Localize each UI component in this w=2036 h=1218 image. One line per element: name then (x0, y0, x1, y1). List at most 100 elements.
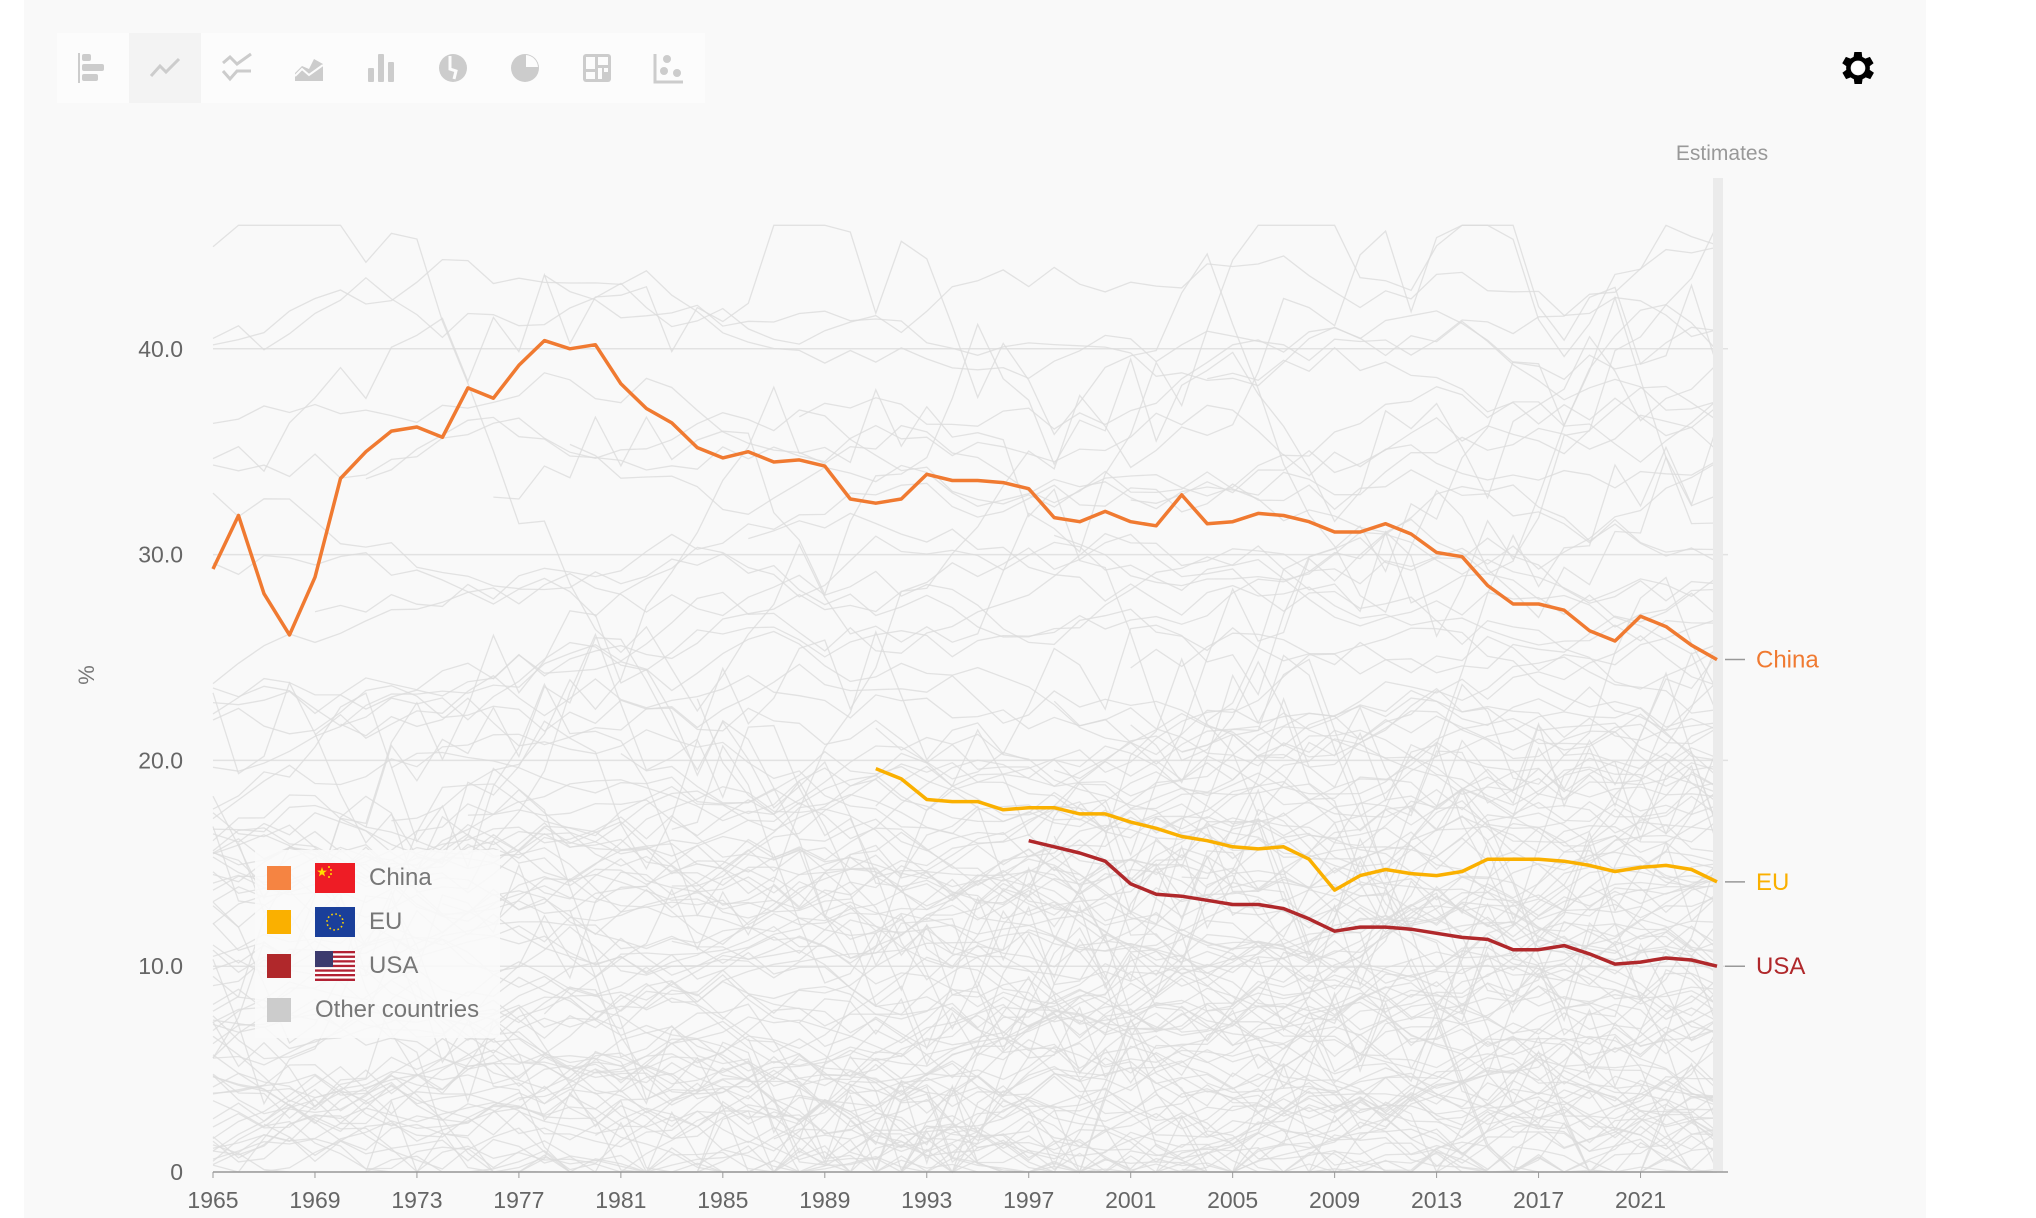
x-tick-label: 2005 (1207, 1187, 1258, 1213)
other-country-line (849, 995, 1718, 1162)
estimates-band (1713, 178, 1723, 1172)
x-tick-label: 2017 (1513, 1187, 1564, 1213)
world-map-button[interactable] (417, 33, 489, 103)
other-country-line (1207, 863, 1718, 983)
x-tick-label: 1981 (595, 1187, 646, 1213)
other-country-line (798, 320, 1718, 430)
legend-item-other-countries[interactable]: Other countries (255, 988, 500, 1032)
legend-label: Other countries (315, 996, 480, 1023)
horizontal-bar-icon (78, 53, 104, 83)
other-country-line (212, 697, 1718, 870)
other-country-line (569, 823, 1718, 944)
legend-item-china[interactable]: China (255, 856, 500, 900)
series-line-china (211, 338, 1718, 662)
other-country-line (212, 1001, 1718, 1173)
other-country-line (212, 923, 1718, 1123)
other-country-line (1053, 686, 1718, 752)
other-country-line (314, 469, 1718, 613)
x-tick-label: 2013 (1411, 1187, 1462, 1213)
horizontal-bar-chart-button[interactable] (57, 33, 129, 103)
scatter-plot-button[interactable] (633, 33, 705, 103)
chart-type-toolbar (57, 33, 705, 103)
stacked-area-chart-button[interactable] (273, 33, 345, 103)
other-country-line (544, 274, 1718, 387)
y-tick-label: 40.0 (138, 336, 183, 362)
other-country-line (824, 225, 1718, 1051)
series-line-eu (875, 766, 1718, 892)
other-country-line (212, 385, 1718, 977)
other-country-line (212, 656, 1718, 891)
y-tick-label: 20.0 (138, 747, 183, 773)
end-label-china: China (1756, 647, 1819, 674)
x-tick-label: 2021 (1615, 1187, 1666, 1213)
other-country-line (620, 750, 1718, 871)
other-country-line (212, 246, 1718, 380)
other-country-line (212, 663, 1718, 806)
other-country-line (773, 1064, 1718, 1161)
area-chart-icon (294, 59, 324, 81)
x-tick-label: 1989 (799, 1187, 850, 1213)
other-country-line (212, 372, 1718, 628)
bar-chart-icon (368, 54, 394, 82)
x-tick-label: 1985 (697, 1187, 748, 1213)
bar-chart-button[interactable] (345, 33, 417, 103)
eu-flag-icon (315, 907, 355, 937)
other-country-line (493, 322, 1718, 597)
other-country-line (212, 944, 1718, 1173)
y-tick-label: 10.0 (138, 953, 183, 979)
other-country-line (212, 1075, 1718, 1156)
other-country-line (212, 1098, 1718, 1173)
other-country-line (212, 570, 1718, 685)
other-country-line (212, 738, 1718, 928)
legend-label: USA (369, 952, 419, 979)
other-country-line (212, 255, 1718, 351)
x-tick-label: 1973 (391, 1187, 442, 1213)
other-country-line (1207, 346, 1718, 451)
legend-swatch (267, 998, 291, 1022)
other-country-line (390, 925, 1718, 1040)
other-country-line (212, 710, 1718, 884)
legend-item-eu[interactable]: EU (255, 900, 500, 944)
series-line-usa (1028, 838, 1718, 968)
legend-swatch (267, 954, 291, 978)
x-tick-label: 1969 (289, 1187, 340, 1213)
legend-item-usa[interactable]: USA (255, 944, 500, 988)
slope-chart-button[interactable] (201, 33, 273, 103)
other-country-line (212, 1074, 1718, 1173)
other-country-line (696, 698, 1718, 1174)
legend-label: China (369, 864, 432, 891)
other-country-line (212, 795, 1718, 1174)
x-tick-label: 2001 (1105, 1187, 1156, 1213)
line-chart-button[interactable] (129, 33, 201, 103)
other-country-line (212, 533, 1718, 727)
pie-chart-button[interactable] (489, 33, 561, 103)
other-country-line (212, 1075, 1718, 1148)
gear-icon[interactable] (1836, 46, 1880, 90)
x-tick-label: 1965 (187, 1187, 238, 1213)
slope-chart-icon (221, 52, 252, 82)
other-country-line (212, 552, 1718, 655)
scatter-plot-icon (653, 54, 683, 84)
other-country-line (212, 409, 1718, 508)
other-country-line (212, 492, 1718, 617)
line-chart-icon (149, 57, 181, 78)
legend-swatch (267, 866, 291, 890)
other-country-line (212, 985, 1718, 1140)
marimekko-chart-button[interactable] (561, 33, 633, 103)
other-country-line (1053, 655, 1718, 966)
y-tick-label: 30.0 (138, 542, 183, 568)
other-country-line (212, 977, 1718, 1126)
other-country-line (747, 902, 1718, 1174)
other-country-line (212, 804, 1718, 959)
other-country-line (212, 932, 1718, 1125)
globe-icon (439, 54, 467, 82)
pie-chart-icon (511, 54, 539, 82)
other-country-line (391, 741, 1718, 828)
legend-label: EU (369, 908, 403, 935)
other-country-line (1054, 733, 1718, 834)
other-country-line (212, 965, 1718, 1129)
other-country-line (1130, 627, 1718, 761)
other-country-line (569, 406, 1718, 515)
x-tick-label: 1977 (493, 1187, 544, 1213)
